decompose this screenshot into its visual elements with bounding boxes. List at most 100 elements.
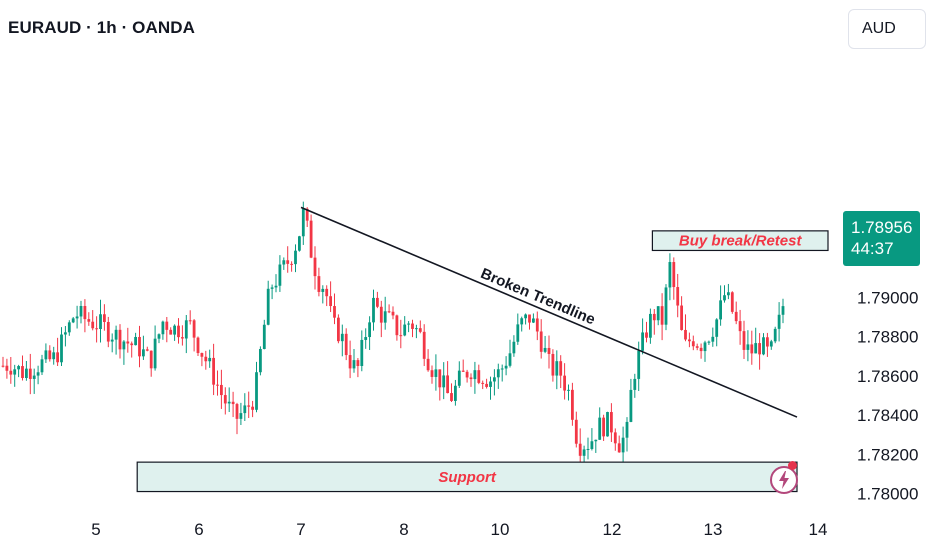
candle-down bbox=[758, 343, 761, 355]
candle-up bbox=[606, 412, 609, 437]
candle-down bbox=[200, 353, 204, 357]
candle-down bbox=[138, 336, 141, 357]
candle-up bbox=[520, 318, 524, 325]
candle-down bbox=[411, 323, 414, 329]
candle-up bbox=[777, 314, 781, 329]
candle-down bbox=[574, 419, 578, 444]
candle-down bbox=[231, 401, 235, 405]
candle-up bbox=[44, 350, 48, 360]
candle-down bbox=[680, 305, 683, 330]
candle-up bbox=[457, 370, 461, 386]
price-tick: 1.78800 bbox=[857, 328, 918, 347]
candle-up bbox=[153, 338, 157, 369]
price-axis[interactable]: 1.794001.792001.790001.788001.786001.784… bbox=[857, 210, 918, 503]
candle-down bbox=[348, 355, 352, 369]
candle-down bbox=[333, 306, 336, 318]
candle-up bbox=[649, 313, 652, 338]
candle-up bbox=[543, 347, 547, 352]
candle-down bbox=[438, 369, 442, 388]
candle-down bbox=[395, 315, 399, 336]
candle-up bbox=[52, 352, 56, 360]
candle-down bbox=[83, 306, 87, 320]
candle-down bbox=[610, 412, 613, 433]
candle-down bbox=[418, 328, 422, 332]
candle-up bbox=[442, 375, 446, 388]
candle-up bbox=[122, 341, 126, 350]
candle-up bbox=[372, 297, 375, 323]
candle-up bbox=[352, 360, 356, 369]
candle-down bbox=[145, 349, 149, 351]
candle-up bbox=[516, 324, 520, 342]
candle-down bbox=[223, 395, 227, 404]
candle-down bbox=[149, 350, 153, 369]
candle-down bbox=[286, 260, 290, 264]
time-tick: 13 bbox=[704, 520, 723, 539]
candle-down bbox=[196, 337, 200, 354]
symbol-title[interactable]: EURAUD · 1h · OANDA bbox=[8, 18, 196, 37]
candle-up bbox=[36, 372, 40, 376]
candle-down bbox=[317, 276, 321, 292]
candle-down bbox=[399, 335, 403, 337]
candle-down bbox=[688, 339, 691, 342]
candle-down bbox=[547, 347, 551, 354]
candle-up bbox=[633, 378, 637, 390]
time-axis[interactable]: 5 6 7 8 10 12 13 14 bbox=[91, 520, 827, 539]
candle-up bbox=[754, 343, 758, 354]
candle-down bbox=[305, 208, 309, 221]
candle-down bbox=[247, 405, 251, 407]
lightning-icon[interactable] bbox=[770, 466, 798, 494]
currency-button[interactable]: AUD bbox=[848, 9, 926, 49]
candle-up bbox=[629, 389, 633, 422]
candle-down bbox=[103, 314, 106, 322]
candle-up bbox=[298, 236, 301, 251]
candle-up bbox=[278, 264, 282, 286]
candle-down bbox=[91, 321, 95, 329]
candle-up bbox=[64, 332, 67, 335]
candle-up bbox=[161, 321, 165, 335]
candle-up bbox=[567, 389, 570, 391]
candle-up bbox=[590, 441, 594, 449]
candle-down bbox=[28, 368, 32, 379]
candle-down bbox=[87, 319, 91, 322]
candle-down bbox=[766, 337, 769, 347]
candle-down bbox=[742, 331, 746, 350]
candle-up bbox=[67, 322, 71, 333]
candle-up bbox=[434, 369, 438, 377]
candle-up bbox=[321, 288, 325, 292]
candle-down bbox=[465, 371, 469, 378]
candle-up bbox=[407, 323, 410, 325]
candle-down bbox=[750, 344, 754, 354]
candle-down bbox=[177, 325, 180, 338]
candle-down bbox=[469, 377, 473, 380]
candle-up bbox=[71, 318, 75, 323]
candle-down bbox=[5, 365, 9, 371]
candle-down bbox=[734, 311, 738, 322]
candle-down bbox=[730, 292, 734, 312]
candle-up bbox=[270, 287, 274, 289]
candle-up bbox=[781, 306, 785, 315]
candle-up bbox=[110, 339, 114, 342]
lightning-glyph bbox=[779, 471, 789, 489]
candle-up bbox=[266, 288, 270, 325]
candle-down bbox=[118, 329, 122, 350]
candle-down bbox=[602, 417, 605, 437]
candle-down bbox=[216, 384, 219, 386]
candle-up bbox=[243, 405, 247, 414]
candle-up bbox=[262, 324, 266, 350]
candle-down bbox=[379, 306, 383, 323]
candle-down bbox=[422, 331, 426, 359]
candle-down bbox=[329, 296, 332, 307]
time-tick: 8 bbox=[399, 520, 408, 539]
price-tick: 1.78600 bbox=[857, 367, 918, 386]
candle-up bbox=[594, 439, 598, 442]
candle-down bbox=[356, 360, 360, 367]
candle-up bbox=[719, 300, 722, 320]
candle-up bbox=[723, 295, 726, 301]
candle-up bbox=[664, 287, 668, 325]
candle-down bbox=[430, 370, 434, 377]
candle-up bbox=[703, 342, 707, 352]
trendline bbox=[300, 206, 798, 418]
candle-up bbox=[294, 250, 297, 265]
candle-up bbox=[496, 369, 500, 378]
